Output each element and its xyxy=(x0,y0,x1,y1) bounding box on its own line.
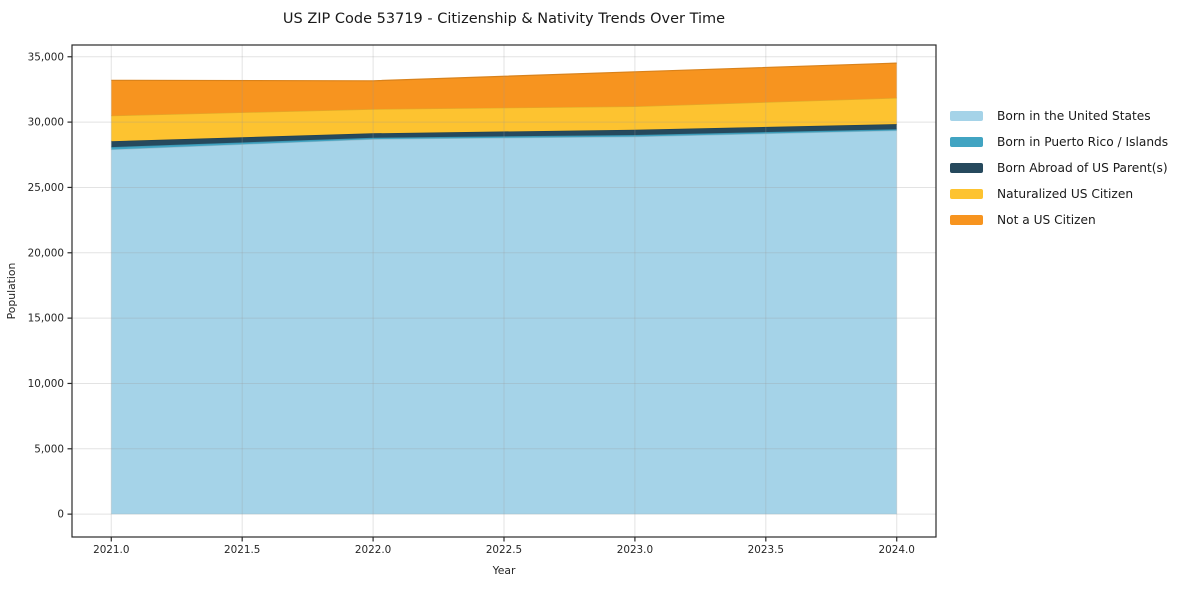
x-tick-label: 2024.0 xyxy=(879,544,915,556)
legend-item: Born Abroad of US Parent(s) xyxy=(950,155,1168,181)
legend-item: Born in Puerto Rico / Islands xyxy=(950,129,1168,155)
y-tick-label: 30,000 xyxy=(28,117,64,129)
y-axis-label: Population xyxy=(5,263,18,320)
stacked-areas xyxy=(111,62,897,515)
legend-swatch-icon xyxy=(950,189,983,199)
x-tick-label: 2023.5 xyxy=(748,544,784,556)
y-tick-label: 0 xyxy=(57,509,64,521)
gridlines xyxy=(72,45,936,537)
y-tick-label: 5,000 xyxy=(34,443,64,455)
x-tick-label: 2022.0 xyxy=(355,544,391,556)
legend-label: Born in Puerto Rico / Islands xyxy=(997,135,1169,149)
legend-label: Born in the United States xyxy=(997,109,1151,123)
y-tick-label: 10,000 xyxy=(28,378,64,390)
legend-swatch-icon xyxy=(950,163,983,173)
legend-item: Not a US Citizen xyxy=(950,207,1168,233)
chart-title: US ZIP Code 53719 - Citizenship & Nativi… xyxy=(283,11,725,27)
y-tick-label: 20,000 xyxy=(28,247,64,259)
y-tick-label: 15,000 xyxy=(28,313,64,325)
legend-label: Born Abroad of US Parent(s) xyxy=(997,161,1168,175)
legend-label: Not a US Citizen xyxy=(997,213,1096,227)
y-tick-label: 25,000 xyxy=(28,182,64,194)
x-tick-label: 2022.5 xyxy=(486,544,522,556)
legend-swatch-icon xyxy=(950,215,983,225)
y-tick-label: 35,000 xyxy=(28,51,64,63)
axis-tick-labels: 2021.0 2021.5 2022.0 2022.5 2023.0 2023.5 2024… xyxy=(28,51,915,556)
legend: Born in the United States Born in Puerto… xyxy=(950,103,1168,233)
x-tick-label: 2023.0 xyxy=(617,544,653,556)
axis-ticks xyxy=(67,56,898,542)
x-tick-label: 2021.5 xyxy=(224,544,260,556)
x-axis-label: Year xyxy=(492,564,516,577)
legend-swatch-icon xyxy=(950,137,983,147)
legend-item: Naturalized US Citizen xyxy=(950,181,1168,207)
legend-label: Naturalized US Citizen xyxy=(997,187,1134,201)
x-tick-label: 2021.0 xyxy=(93,544,129,556)
legend-item: Born in the United States xyxy=(950,103,1168,129)
legend-swatch-icon xyxy=(950,111,983,121)
